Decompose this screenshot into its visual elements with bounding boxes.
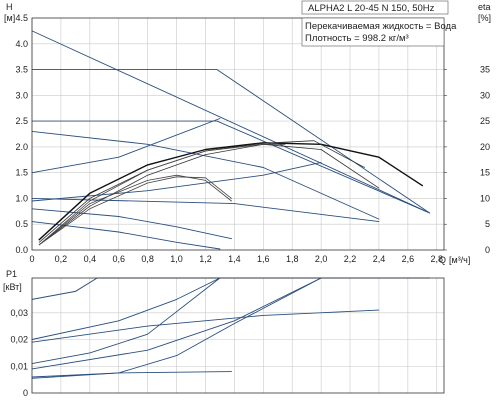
x-tick-label: 1,0 <box>170 254 183 264</box>
x-tick-label: 1,8 <box>286 254 299 264</box>
head-line-15 <box>38 176 232 246</box>
power-tick-label: 0,03 <box>10 308 28 318</box>
eta-tick-label: 35 <box>480 65 490 75</box>
eta-tick-label: 10 <box>480 193 490 203</box>
head-tick-label: 3.5 <box>15 65 28 75</box>
x-tick-label: 1,6 <box>257 254 270 264</box>
head-line-6 <box>31 118 221 174</box>
head-tick-label: 2.0 <box>15 142 28 152</box>
head-axis-unit: [м] <box>4 13 15 23</box>
x-tick-label: 1,2 <box>199 254 212 264</box>
eta-tick-label: 0 <box>485 245 490 255</box>
eta-axis-symbol: eta <box>478 2 491 12</box>
x-tick-label: 2,0 <box>315 254 328 264</box>
density-info: Плотность = 998.2 кг/м³ <box>305 33 409 44</box>
x-tick-label: 0,4 <box>84 254 97 264</box>
x-tick-label: 2,2 <box>344 254 357 264</box>
flow-axis-symbol: Q <box>439 255 446 265</box>
eta-tick-label: 25 <box>480 116 490 126</box>
flow-axis-unit: [м³/ч] <box>449 255 470 265</box>
head-tick-label: 3.0 <box>15 90 28 100</box>
head-line-8 <box>31 221 221 250</box>
head-axis-symbol: H <box>6 2 13 12</box>
eta-tick-label: 15 <box>480 168 490 178</box>
tick-labels: 0 0,2 0,4 0,6 0,8 1,0 1,2 1,4 1,6 1,8 2,0 2,2 2,4 2,6… <box>10 13 490 398</box>
power-tick-label: 0,02 <box>10 335 28 345</box>
chart-title: ALPHA2 L 20-45 N 150, 50Hz <box>308 3 435 14</box>
head-line-7 <box>31 161 322 202</box>
eta-tick-label: 5 <box>485 219 490 229</box>
head-line-2 <box>31 69 430 214</box>
head-chart-grid <box>31 18 444 250</box>
head-tick-label: 0.5 <box>15 219 28 229</box>
x-tick-label: 0,6 <box>112 254 125 264</box>
power-line-4 <box>31 277 221 365</box>
x-tick-label: 0 <box>29 254 34 264</box>
power-line-7 <box>31 277 322 379</box>
power-tick-label: 0,01 <box>10 361 28 371</box>
head-tick-label: 4.5 <box>15 13 28 23</box>
power-line-1 <box>31 277 430 300</box>
x-tick-label: 0,2 <box>55 254 68 264</box>
head-tick-label: 4.0 <box>15 39 28 49</box>
head-line-12 <box>38 143 380 246</box>
fluid-info: Перекачиваемая жидкость = Вода <box>305 21 457 32</box>
head-line-4 <box>31 130 380 220</box>
head-line-13 <box>38 143 286 246</box>
head-tick-label: 2.5 <box>15 116 28 126</box>
x-tick-label: 0,8 <box>141 254 154 264</box>
power-axis-unit: [кВт] <box>3 282 22 292</box>
power-line-2 <box>31 277 221 340</box>
power-tick-label: 0 <box>23 388 28 398</box>
power-line-3 <box>31 309 380 343</box>
power-curves <box>31 277 430 379</box>
eta-axis-unit: [%] <box>478 13 491 23</box>
head-chart-frame <box>31 17 445 251</box>
head-line-10 <box>38 142 423 241</box>
power-chart-frame <box>31 277 445 394</box>
x-tick-label: 2,6 <box>402 254 415 264</box>
x-tick-label: 1,4 <box>228 254 241 264</box>
head-line-3 <box>31 120 430 214</box>
x-tick-label: 2,4 <box>373 254 386 264</box>
info-box <box>301 17 445 47</box>
head-tick-label: 1.0 <box>15 193 28 203</box>
title-box <box>301 0 449 15</box>
head-line-5 <box>31 208 232 240</box>
power-line-5 <box>31 277 322 370</box>
eta-tick-label: 30 <box>480 90 490 100</box>
head-line-14 <box>38 174 232 246</box>
head-tick-label: 0.0 <box>15 245 28 255</box>
power-chart-grid <box>31 278 444 393</box>
head-curves <box>31 30 430 250</box>
power-axis-symbol: P1 <box>6 269 17 279</box>
head-line-1 <box>31 30 430 214</box>
head-tick-label: 1.5 <box>15 168 28 178</box>
eta-tick-label: 20 <box>480 142 490 152</box>
x-tick-label: 2,8 <box>431 254 444 264</box>
